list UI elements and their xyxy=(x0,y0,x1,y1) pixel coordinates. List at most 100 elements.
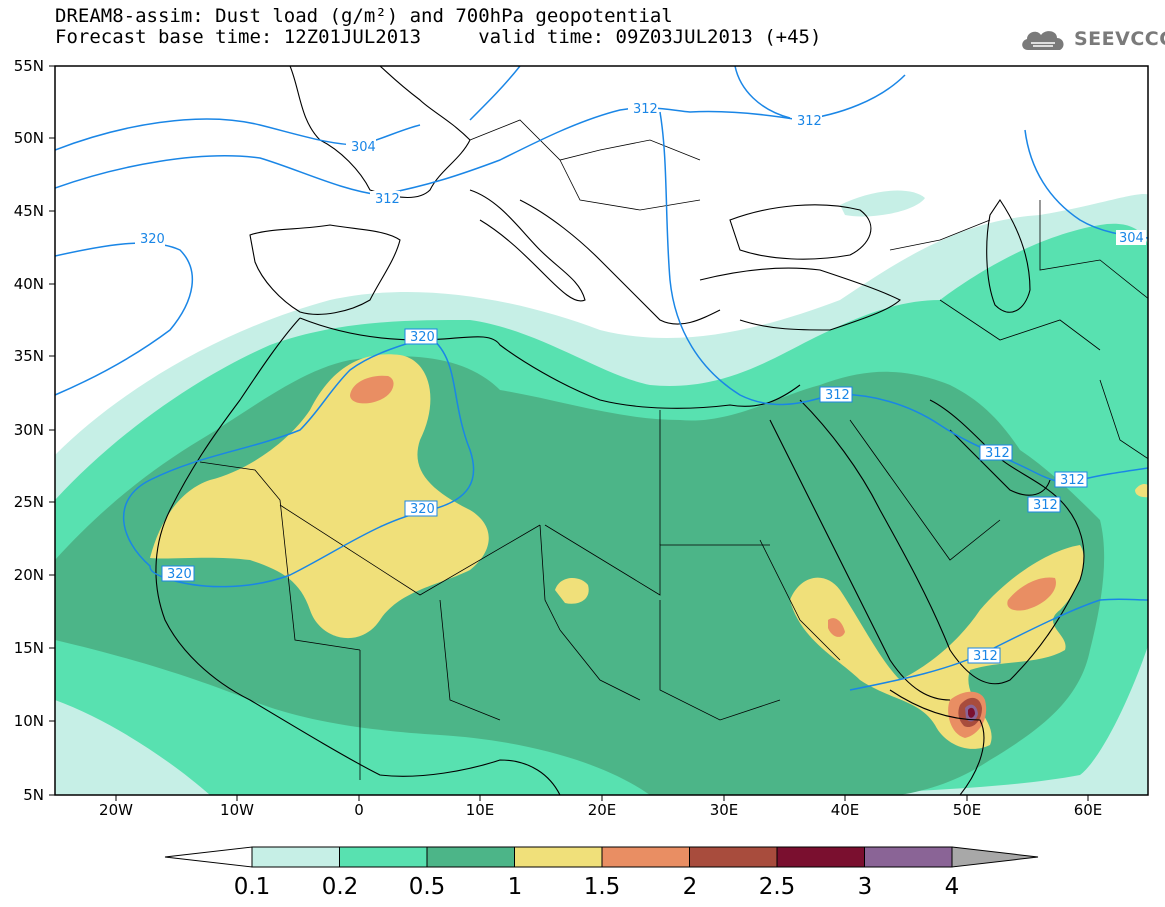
border-13 xyxy=(559,159,701,211)
coast-arabia xyxy=(799,399,1085,685)
colorbar-label: 4 xyxy=(945,874,960,900)
lat-label: 20N xyxy=(14,566,44,584)
contour-312-europe xyxy=(55,74,906,196)
dust-level-1-d xyxy=(1135,484,1148,498)
contour-label: 312 xyxy=(792,113,822,129)
colorbar-label: 1.5 xyxy=(584,874,621,900)
contour-304-north xyxy=(55,118,421,151)
svg-text:312: 312 xyxy=(797,114,822,129)
coast-west-africa xyxy=(155,317,561,795)
colorbar-cell xyxy=(339,846,428,868)
contour-label: 312 xyxy=(979,444,1013,461)
border-1 xyxy=(199,461,361,651)
colorbar-cell xyxy=(689,846,778,868)
contour-320-west xyxy=(55,242,194,396)
colorbar-cell xyxy=(514,846,603,868)
colorbar-right-arrow xyxy=(951,846,1039,868)
lon-label: 60E xyxy=(1074,801,1103,819)
dust-level-1 xyxy=(150,354,489,639)
colorbar-label: 2 xyxy=(683,874,698,900)
contour-label: 312 xyxy=(819,386,853,403)
coast-black-sea xyxy=(729,204,872,260)
lat-label: 15N xyxy=(14,639,44,657)
contour-312-north2 xyxy=(469,66,521,121)
dust-level-1-5-b xyxy=(1007,577,1056,611)
lon-label: 50E xyxy=(953,801,982,819)
border-4 xyxy=(544,524,770,596)
border-10 xyxy=(439,599,501,721)
seevccc-logo: SEEVCCC xyxy=(1018,26,1165,54)
svg-text:312: 312 xyxy=(1060,473,1085,488)
border-7 xyxy=(759,539,841,661)
colorbar-labels: 0.1 0.2 0.5 1 1.5 2 2.5 3 4 xyxy=(234,874,960,900)
lon-label: 10W xyxy=(220,801,254,819)
lon-label: 30E xyxy=(710,801,739,819)
colorbar-cell xyxy=(864,846,953,868)
coast-red-sea xyxy=(769,419,951,701)
contour-label: 312 xyxy=(967,647,1001,664)
lon-label: 40E xyxy=(831,801,860,819)
dust-level-1-5 xyxy=(350,375,394,404)
coast-horn xyxy=(889,689,985,795)
svg-text:312: 312 xyxy=(633,102,658,117)
contour-labels: 312 312 304 312 320 304 320 320 320 312 … xyxy=(135,101,1146,664)
coastlines xyxy=(155,66,1085,795)
svg-text:320: 320 xyxy=(167,567,192,582)
colorbar-cells xyxy=(251,846,953,868)
svg-text:304: 304 xyxy=(1119,231,1144,246)
colorbar-cell xyxy=(251,846,340,868)
lat-label: 5N xyxy=(23,786,44,804)
coast-persian-gulf xyxy=(949,429,1051,496)
lat-label: 45N xyxy=(14,202,44,220)
contour-label: 312 xyxy=(1054,471,1088,488)
colorbar-label: 0.1 xyxy=(234,874,271,900)
svg-text:320: 320 xyxy=(140,232,165,247)
lon-label: 0 xyxy=(354,801,364,819)
contour-320-africa xyxy=(123,336,475,588)
lat-label: 10N xyxy=(14,712,44,730)
title-line-2: Forecast base time: 12Z01JUL2013 valid t… xyxy=(55,26,822,48)
contour-label: 312 xyxy=(1027,496,1061,513)
lat-label: 35N xyxy=(14,347,44,365)
contour-312-indian xyxy=(849,598,1148,691)
axis-ticks xyxy=(49,65,1089,801)
lat-label: 55N xyxy=(14,57,44,75)
chart-header: DREAM8-assim: Dust load (g/m²) and 700hP… xyxy=(55,6,955,48)
coast-iberia xyxy=(249,224,401,315)
cloud-logo-icon xyxy=(1022,31,1064,50)
coast-italy xyxy=(469,189,586,302)
border-17 xyxy=(1099,379,1148,460)
lat-label: 40N xyxy=(14,275,44,293)
contour-label: 304 xyxy=(346,139,376,155)
borders xyxy=(199,119,1148,780)
colorbar-cell xyxy=(601,846,690,868)
svg-text:312: 312 xyxy=(973,649,998,664)
border-3 xyxy=(539,524,561,631)
contour-label: 320 xyxy=(404,500,438,517)
contour-312-east xyxy=(734,66,791,119)
coast-turkey xyxy=(699,267,901,331)
border-6 xyxy=(659,600,781,721)
svg-text:320: 320 xyxy=(410,330,435,345)
colorbar-left-arrow xyxy=(164,846,253,868)
title-line-1: DREAM8-assim: Dust load (g/m²) and 700hP… xyxy=(55,5,673,27)
dust-level-1-b xyxy=(555,578,589,604)
border-15 xyxy=(939,299,1101,351)
contour-label: 320 xyxy=(404,328,438,345)
contour-label: 312 xyxy=(370,191,400,207)
contour-label: 320 xyxy=(161,565,195,582)
border-8 xyxy=(849,419,1001,561)
coast-caspian xyxy=(986,199,1031,313)
latitude-labels: 55N 50N 45N 40N 35N 30N 25N 20N 15N 10N … xyxy=(14,57,44,804)
lon-label: 20W xyxy=(99,801,133,819)
lon-label: 20E xyxy=(588,801,617,819)
lat-label: 50N xyxy=(14,129,44,147)
lon-label: 10E xyxy=(466,801,495,819)
colorbar-cell xyxy=(426,846,515,868)
colorbar-label: 2.5 xyxy=(759,874,796,900)
border-11 xyxy=(559,629,641,701)
coast-north-africa xyxy=(299,317,801,409)
svg-text:312: 312 xyxy=(825,388,850,403)
svg-text:304: 304 xyxy=(351,140,376,155)
